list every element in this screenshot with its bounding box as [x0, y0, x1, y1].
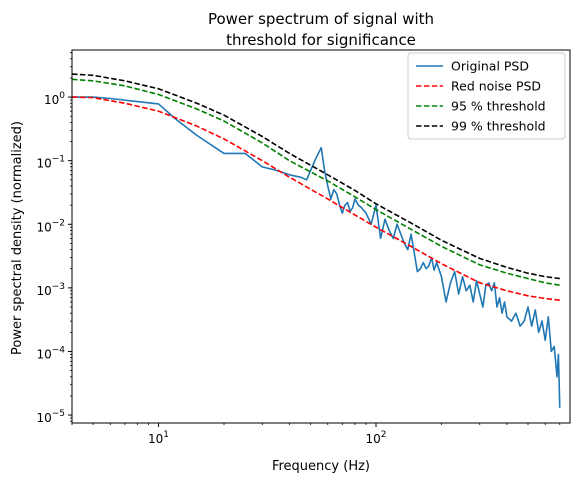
y-axis-label: Power spectral density (normalized)	[10, 121, 25, 355]
y-tick-label-exponent: −4	[52, 345, 66, 355]
y-tick-label-base: 10	[36, 411, 51, 425]
y-tick-label: 10−3	[36, 282, 65, 298]
plot-frame	[71, 49, 571, 424]
y-tick-label-exponent: −1	[52, 155, 65, 165]
y-tick-label-base: 10	[36, 347, 51, 361]
y-tick-label-exponent: −3	[52, 282, 65, 292]
x-tick-label-exponent: 2	[381, 430, 387, 440]
y-tick-label-exponent: 0	[59, 91, 65, 101]
x-tick-label-base: 10	[365, 432, 380, 446]
y-tick-label-base: 10	[44, 93, 59, 107]
y-tick-label-base: 10	[36, 157, 51, 171]
x-tick-label-exponent: 1	[163, 430, 169, 440]
series-line-3	[72, 73, 560, 280]
y-tick-label-exponent: −5	[52, 409, 65, 419]
y-tick-label: 100	[44, 91, 65, 107]
legend-entry-label: 99 % threshold	[451, 119, 546, 134]
legend-entry-label: Red noise PSD	[451, 79, 541, 94]
legend-entry-label: Original PSD	[451, 59, 529, 74]
chart-title-line-1: Power spectrum of signal with	[208, 10, 434, 28]
x-tick-label: 101	[148, 430, 169, 446]
legend-box	[407, 52, 566, 140]
y-tick-label-base: 10	[36, 284, 51, 298]
legend-entry-label: 95 % threshold	[451, 99, 546, 114]
x-axis-label: Frequency (Hz)	[272, 459, 370, 474]
y-tick-label-exponent: −2	[52, 218, 65, 228]
x-tick-label: 102	[365, 430, 386, 446]
y-tick-label: 10−2	[36, 218, 65, 234]
plot-area	[72, 73, 561, 408]
y-tick-label: 10−1	[36, 155, 65, 171]
chart-title-line-2: threshold for significance	[226, 31, 416, 49]
y-tick-label: 10−4	[36, 345, 65, 361]
series-line-2	[72, 78, 560, 287]
series-line-1	[72, 96, 560, 301]
y-tick-label-base: 10	[36, 220, 51, 234]
y-tick-label: 10−5	[36, 409, 65, 425]
legend: Original PSD Red noise PSD 95 % threshold 9…	[407, 52, 566, 140]
x-tick-label-base: 10	[148, 432, 163, 446]
series-line-0	[72, 96, 561, 408]
